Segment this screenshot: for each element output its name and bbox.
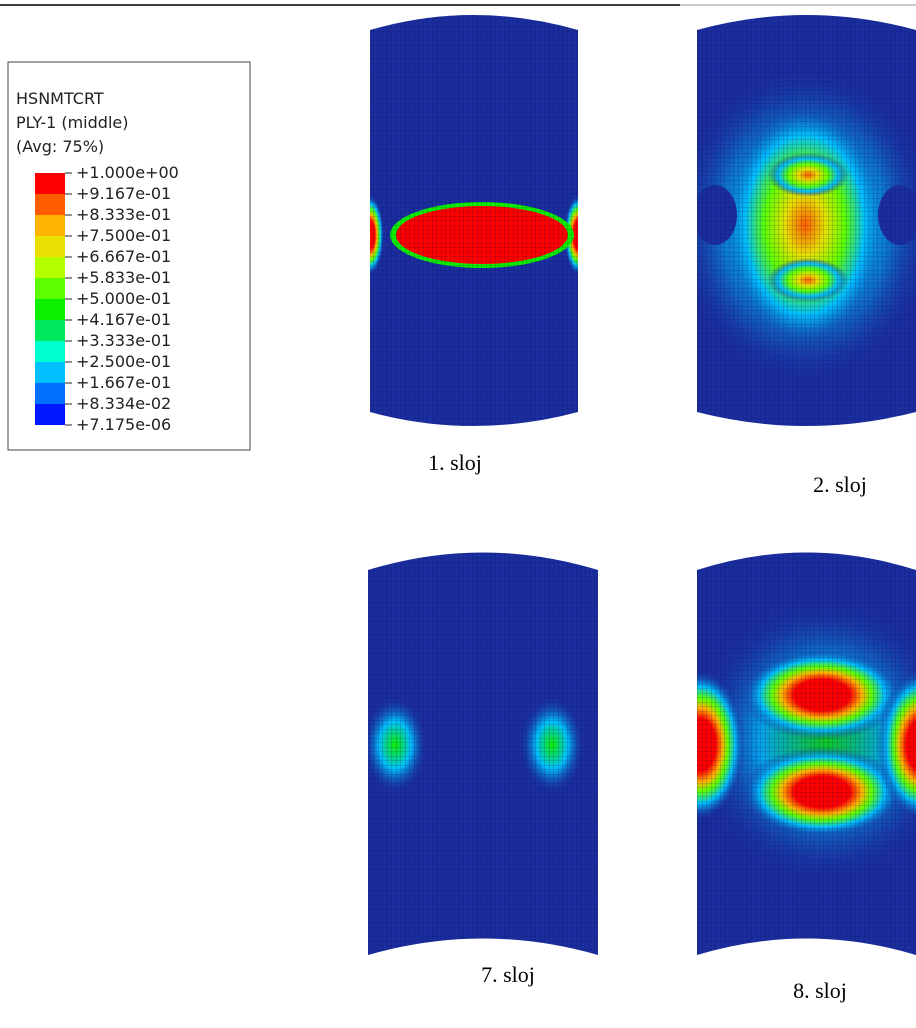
caption: 8. sloj — [793, 978, 847, 1003]
color-swatch — [35, 383, 65, 404]
legend-label: +2.500e-01 — [76, 352, 171, 371]
color-swatch — [35, 215, 65, 236]
color-swatch — [35, 320, 65, 341]
color-swatch — [35, 299, 65, 320]
legend-label: +1.000e+00 — [76, 163, 179, 182]
legend-label: +5.000e-01 — [76, 289, 171, 308]
color-swatch — [35, 173, 65, 194]
legend-label: +8.334e-02 — [76, 394, 171, 413]
color-swatch — [35, 194, 65, 215]
legend-label: +8.333e-01 — [76, 205, 171, 224]
color-swatch — [35, 236, 65, 257]
legend-label: +7.175e-06 — [76, 415, 171, 434]
legend-title: (Avg: 75%) — [16, 137, 104, 156]
caption: 7. sloj — [481, 962, 535, 987]
legend-label: +5.833e-01 — [76, 268, 171, 287]
contour-plot — [697, 552, 916, 955]
contour-plot — [368, 552, 598, 955]
legend-label: +6.667e-01 — [76, 247, 171, 266]
legend: HSNMTCRT PLY-1 (middle) (Avg: 75%) +1.000e+… — [16, 89, 179, 434]
legend-label: +9.167e-01 — [76, 184, 171, 203]
color-swatch — [35, 404, 65, 425]
color-swatch — [35, 362, 65, 383]
legend-title: PLY-1 (middle) — [16, 113, 128, 132]
color-swatch — [35, 257, 65, 278]
legend-label: +7.500e-01 — [76, 226, 171, 245]
legend-label: +1.667e-01 — [76, 373, 171, 392]
legend-title: HSNMTCRT — [16, 89, 104, 108]
legend-label: +3.333e-01 — [76, 331, 171, 350]
caption: 1. sloj — [428, 450, 482, 475]
caption: 2. sloj — [813, 472, 867, 497]
contour-plot — [370, 15, 578, 426]
color-swatch — [35, 278, 65, 299]
legend-label: +4.167e-01 — [76, 310, 171, 329]
color-swatch — [35, 341, 65, 362]
contour-plot — [697, 15, 916, 426]
